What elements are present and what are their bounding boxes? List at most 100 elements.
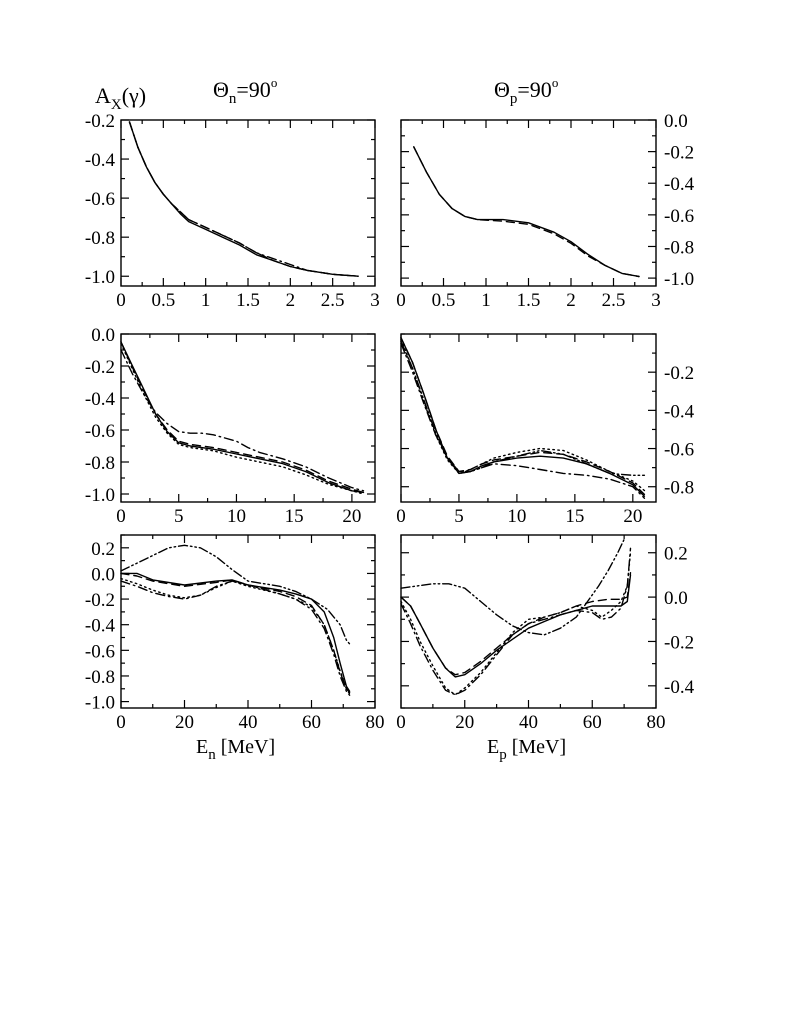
y-tick-label: -0.4 — [664, 401, 695, 422]
series-line-dashed — [413, 146, 640, 278]
x-tick-label: 20 — [623, 506, 642, 527]
x-tick-label: 15 — [565, 506, 584, 527]
x-tick-label: 2.5 — [321, 290, 345, 311]
x-tick-label: 3 — [370, 290, 380, 311]
x-tick-label: 10 — [227, 506, 246, 527]
x-tick-label: 1 — [481, 290, 491, 311]
y-tick-label: 0.0 — [664, 111, 688, 132]
x-tick-label: 40 — [239, 712, 258, 733]
y-tick-label: -1.0 — [85, 693, 115, 714]
y-tick-label: -0.4 — [664, 174, 695, 195]
series-line-dashed — [400, 337, 646, 496]
panel-bottom-left: 0 20 40 60 80 -1.0 -0.8 -0.6 -0.4 -0.2 0.0 0.2 — [85, 534, 385, 733]
y-tick-label: -0.6 — [85, 421, 115, 442]
x-tick-label: 1.5 — [236, 290, 260, 311]
series-line-dash-dot-dot — [400, 538, 625, 636]
y-tick-label: -0.6 — [664, 206, 694, 227]
x-tick-label: 15 — [285, 506, 304, 527]
panel-middle-left: 0 5 10 15 20 -1.0 -0.8 -0.6 -0.4 -0.2 0.0 — [85, 325, 376, 527]
y-tick-label: -0.6 — [85, 189, 115, 210]
series-line-dash-dot — [120, 349, 365, 492]
y-tick-label: -0.2 — [664, 363, 694, 384]
series-line-dotted — [120, 342, 365, 495]
y-tick-label: -0.8 — [664, 478, 694, 499]
y-tick-label: -0.4 — [85, 150, 116, 171]
plot-frame — [400, 534, 657, 709]
x-tick-label: 1 — [201, 290, 211, 311]
y-tick-label: -0.2 — [85, 357, 115, 378]
left-column-title: Θn=90o — [213, 75, 277, 107]
y-tick-label: 0.0 — [91, 564, 115, 585]
plot-frame — [400, 119, 657, 287]
x-tick-label: 80 — [366, 712, 385, 733]
series-line-solid — [120, 341, 365, 494]
x-tick-label: 0 — [396, 290, 406, 311]
y-tick-label: -1.0 — [664, 269, 694, 290]
x-tick-label: 0.5 — [151, 290, 175, 311]
panels-group: 0 0.5 1 1.5 2 2.5 3-1.0-0.8-0.6-0.4-0.20 0.5 1 1.… — [85, 111, 695, 733]
x-axis-title-right: Ep [MeV] — [487, 736, 566, 763]
x-axis-title-left: En [MeV] — [196, 736, 275, 763]
y-tick-label: -0.2 — [664, 143, 694, 164]
y-tick-label: -0.6 — [664, 440, 694, 461]
series-line-dashed — [400, 572, 632, 676]
series-line-solid — [413, 146, 640, 278]
x-tick-label: 1.5 — [517, 290, 541, 311]
y-tick-label: 0.0 — [91, 325, 115, 346]
series-line-solid — [128, 121, 359, 277]
x-tick-label: 20 — [455, 712, 474, 733]
y-tick-label: 0.2 — [664, 544, 688, 565]
x-tick-label: 0 — [116, 506, 126, 527]
plot-frame — [120, 333, 376, 503]
y-tick-label: -0.2 — [85, 590, 115, 611]
panel-middle-right: 0 5 10 15 20 -0.8 -0.6 -0.4 -0.2 — [396, 333, 695, 527]
x-tick-label: 2 — [566, 290, 576, 311]
y-tick-label: -0.2 — [85, 111, 115, 132]
x-tick-label: 0 — [116, 290, 126, 311]
panel-top-right: 0 0.5 1 1.5 2 2.5 3-1.0 -0.8 -0.6 -0.4 -0.2 0.0 — [396, 111, 694, 311]
y-tick-label: -0.4 — [664, 677, 695, 698]
x-tick-label: 10 — [507, 506, 526, 527]
x-tick-label: 20 — [342, 506, 361, 527]
series-line-dash-dot — [400, 342, 646, 499]
x-tick-label: 3 — [651, 290, 661, 311]
series-line-solid — [120, 572, 351, 692]
x-tick-label: 60 — [302, 712, 321, 733]
y-tick-label: -0.8 — [85, 667, 115, 688]
y-tick-label: -1.0 — [85, 485, 115, 506]
y-tick-label: -0.8 — [664, 237, 694, 258]
series-line-dotted — [120, 577, 351, 695]
series-line-dash-dot — [128, 121, 359, 277]
x-tick-label: 40 — [519, 712, 538, 733]
x-tick-label: 60 — [583, 712, 602, 733]
x-tick-label: 5 — [174, 506, 184, 527]
y-tick-label: -0.2 — [664, 632, 694, 653]
series-line-dash-dot — [120, 580, 351, 696]
panel-bottom-right: 0 20 40 60 80 -0.4 -0.2 0.0 0.2 — [396, 534, 695, 733]
series-line-dashed — [120, 341, 365, 494]
series-line-dash-dot-dot — [400, 340, 646, 476]
x-tick-label: 80 — [647, 712, 666, 733]
series-line-dash-dot-dot — [120, 544, 351, 645]
series-line-dashed — [128, 121, 359, 277]
plot-frame — [120, 119, 376, 287]
x-tick-label: 20 — [175, 712, 194, 733]
x-tick-label: 0 — [116, 712, 126, 733]
x-tick-label: 2.5 — [602, 290, 626, 311]
series-line-dash-dot — [400, 547, 632, 696]
y-tick-label: -0.8 — [85, 453, 115, 474]
y-tick-label: -0.6 — [85, 641, 115, 662]
series-line-dotted — [400, 339, 646, 492]
plot-frame — [400, 333, 657, 503]
y-tick-label: 0.2 — [91, 539, 115, 560]
series-line-dotted — [400, 552, 632, 696]
x-tick-label: 5 — [454, 506, 464, 527]
y-tick-label: -0.4 — [85, 616, 116, 637]
y-tick-label: 0.0 — [664, 588, 688, 609]
y-tick-label: -1.0 — [85, 267, 115, 288]
y-tick-label: -0.8 — [85, 228, 115, 249]
x-tick-label: 0.5 — [432, 290, 456, 311]
x-tick-label: 0 — [396, 506, 406, 527]
x-tick-label: 2 — [286, 290, 296, 311]
